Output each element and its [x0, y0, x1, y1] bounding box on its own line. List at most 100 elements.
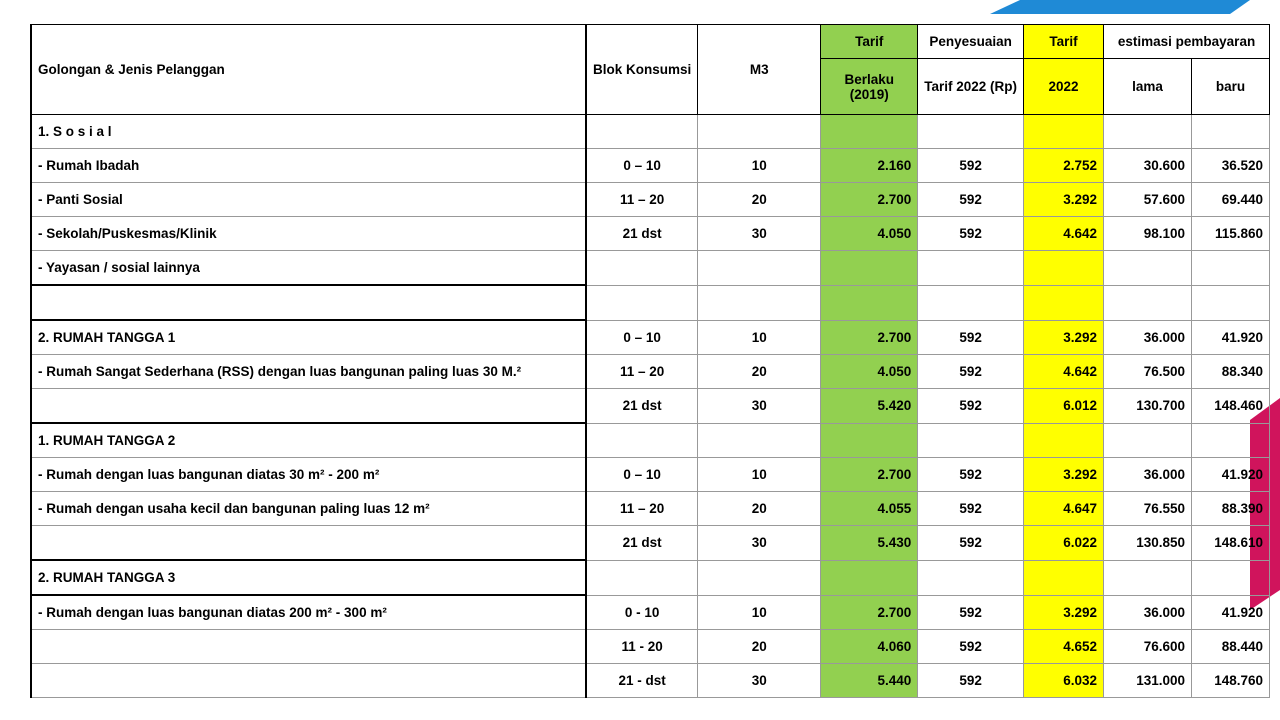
- table-cell: 0 – 10: [585, 457, 699, 492]
- table-cell: [917, 559, 1025, 596]
- table-cell: 2. RUMAH TANGGA 3: [30, 559, 587, 596]
- table-cell: 4.652: [1023, 629, 1105, 664]
- table-cell: [1103, 250, 1193, 286]
- table-body: 1. S o s i a l- Rumah Ibadah 0 – 10 10 2.16…: [30, 114, 1271, 698]
- table-cell: 2.700: [820, 319, 919, 355]
- table-row: - Rumah Ibadah 0 – 10 10 2.160 592 2.752 30.60…: [30, 148, 1271, 183]
- table-cell: 2.160: [820, 148, 919, 183]
- table-cell: 10: [697, 148, 822, 183]
- table-cell: [585, 422, 699, 458]
- table-cell: 36.520: [1191, 148, 1271, 183]
- table-cell: 4.055: [820, 491, 919, 526]
- table-cell: 36.000: [1103, 457, 1193, 492]
- table-cell: 57.600: [1103, 182, 1193, 217]
- table-cell: 10: [697, 319, 822, 355]
- table-cell: 148.760: [1191, 663, 1271, 698]
- table-cell: 148.610: [1191, 525, 1271, 561]
- table-cell: [1191, 422, 1271, 458]
- table-cell: 21 - dst: [585, 663, 699, 698]
- table-cell: [1023, 559, 1105, 596]
- table-cell: [697, 114, 822, 149]
- table-cell: 11 – 20: [585, 354, 699, 389]
- table-cell: [917, 422, 1025, 458]
- table-cell: [1103, 559, 1193, 596]
- tariff-table: Golongan & Jenis Pelanggan Blok Konsumsi…: [30, 24, 1271, 698]
- header-cell: Golongan & Jenis Pelanggan: [30, 24, 587, 115]
- table-cell: [697, 284, 822, 321]
- header-cell: 2022: [1023, 58, 1105, 115]
- table-cell: 88.340: [1191, 354, 1271, 389]
- table-cell: 41.920: [1191, 594, 1271, 630]
- table-cell: 41.920: [1191, 457, 1271, 492]
- table-row: 21 - dst 30 5.440 592 6.032 131.000 148.760: [30, 663, 1271, 698]
- table-cell: - Yayasan / sosial lainnya: [30, 250, 587, 286]
- table-cell: 592: [917, 354, 1025, 389]
- table-cell: 131.000: [1103, 663, 1193, 698]
- table-cell: [1023, 422, 1105, 458]
- table-cell: 0 - 10: [585, 594, 699, 630]
- table-cell: 4.642: [1023, 354, 1105, 389]
- table-cell: 592: [917, 182, 1025, 217]
- table-row: 21 dst 30 5.430 592 6.022 130.850 148.610: [30, 525, 1271, 561]
- table-cell: - Rumah Ibadah: [30, 148, 587, 183]
- table-cell: [1191, 284, 1271, 321]
- table-cell: 4.642: [1023, 216, 1105, 251]
- table-cell: 592: [917, 319, 1025, 355]
- table-cell: 5.420: [820, 388, 919, 424]
- table-cell: 4.060: [820, 629, 919, 664]
- table-cell: 11 - 20: [585, 629, 699, 664]
- table-cell: - Panti Sosial: [30, 182, 587, 217]
- table-cell: [1191, 250, 1271, 286]
- table-cell: 98.100: [1103, 216, 1193, 251]
- table-cell: - Sekolah/Puskesmas/Klinik: [30, 216, 587, 251]
- table-cell: [30, 388, 587, 424]
- table-cell: 592: [917, 663, 1025, 698]
- table-cell: 41.920: [1191, 319, 1271, 355]
- table-cell: 115.860: [1191, 216, 1271, 251]
- table-cell: 4.647: [1023, 491, 1105, 526]
- table-cell: 76.600: [1103, 629, 1193, 664]
- table-cell: [820, 114, 919, 149]
- table-cell: [585, 559, 699, 596]
- table-row: - Rumah dengan usaha kecil dan bangunan …: [30, 491, 1271, 526]
- table-row: - Panti Sosial 11 – 20 20 2.700 592 3.292 57.6…: [30, 182, 1271, 217]
- table-cell: [30, 284, 587, 321]
- table-cell: 76.550: [1103, 491, 1193, 526]
- table-row: 21 dst 30 5.420 592 6.012 130.700 148.460: [30, 388, 1271, 424]
- table-cell: 3.292: [1023, 319, 1105, 355]
- blue-shape: [990, 0, 1250, 14]
- table-cell: 20: [697, 491, 822, 526]
- table-cell: 2.752: [1023, 148, 1105, 183]
- table-row: - Yayasan / sosial lainnya: [30, 250, 1271, 286]
- table-cell: 3.292: [1023, 457, 1105, 492]
- table-cell: 2.700: [820, 457, 919, 492]
- table-cell: [820, 559, 919, 596]
- table-cell: 30: [697, 525, 822, 561]
- header-cell: Penyesuaian: [917, 24, 1025, 59]
- table-cell: 1. S o s i a l: [30, 114, 587, 149]
- table-cell: 21 dst: [585, 525, 699, 561]
- table-row: - Rumah dengan luas bangunan diatas 200 …: [30, 594, 1271, 630]
- table-cell: 130.850: [1103, 525, 1193, 561]
- table-cell: 2.700: [820, 594, 919, 630]
- table-cell: 3.292: [1023, 594, 1105, 630]
- header-cell: Tarif 2022 (Rp): [917, 58, 1025, 115]
- table-row: - Rumah Sangat Sederhana (RSS) dengan lu…: [30, 354, 1271, 389]
- table-cell: [917, 114, 1025, 149]
- table-cell: 76.500: [1103, 354, 1193, 389]
- table-cell: 3.292: [1023, 182, 1105, 217]
- table-cell: 30.600: [1103, 148, 1193, 183]
- table-cell: 21 dst: [585, 388, 699, 424]
- table-cell: 592: [917, 594, 1025, 630]
- table-cell: [1103, 422, 1193, 458]
- table-cell: [820, 284, 919, 321]
- table-cell: 11 – 20: [585, 491, 699, 526]
- header-cell: lama: [1103, 58, 1193, 115]
- table-cell: [30, 525, 587, 561]
- table-cell: 592: [917, 388, 1025, 424]
- header-cell: baru: [1191, 58, 1271, 115]
- table-cell: [697, 250, 822, 286]
- table-cell: 4.050: [820, 354, 919, 389]
- table-cell: 11 – 20: [585, 182, 699, 217]
